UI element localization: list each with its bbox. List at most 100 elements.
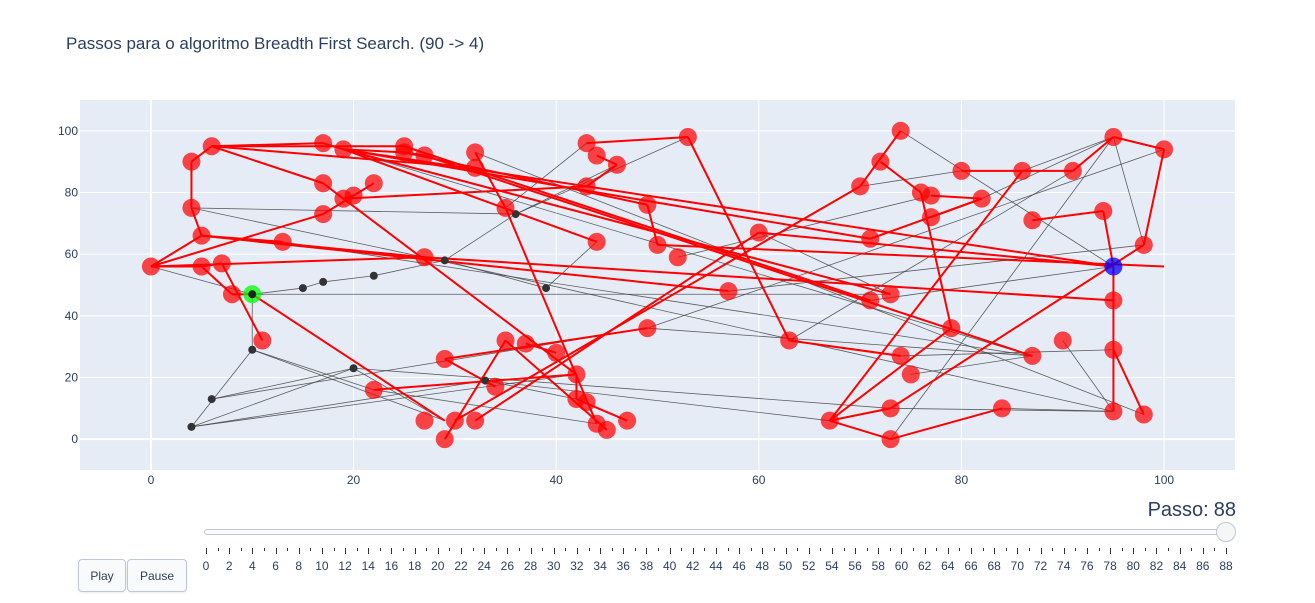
unvisited-node: [481, 376, 490, 385]
slider-tick-mark: [878, 548, 880, 554]
slider-tick-mark: [368, 548, 370, 554]
graph-edge: [424, 256, 1114, 412]
slider-tick-mark: [785, 548, 787, 554]
visited-node: [861, 229, 880, 248]
graph-edge: [647, 327, 1033, 357]
visited-node: [1023, 346, 1042, 365]
visited-node: [587, 232, 606, 251]
visited-node: [466, 143, 485, 162]
step-slider-rail[interactable]: [204, 529, 1226, 535]
slider-tick-mark: [356, 548, 358, 551]
visited-node: [607, 155, 626, 174]
slider-tick-mark: [518, 548, 520, 551]
slider-tick-label: 48: [755, 559, 770, 573]
graph-edge: [373, 259, 445, 277]
traversed-edge: [829, 407, 891, 422]
visited-node: [192, 257, 211, 276]
graph-edge: [211, 367, 354, 400]
slider-tick-label: 74: [1057, 559, 1071, 573]
slider-tick-label: 8: [295, 559, 303, 573]
visited-node: [1104, 340, 1123, 359]
traversed-edge: [758, 231, 1114, 268]
slider-tick-mark: [530, 548, 532, 554]
slider-tick-label: 60: [894, 559, 909, 573]
slider-tick-mark: [472, 548, 474, 551]
slider-tick-label: 52: [802, 559, 816, 573]
visited-node: [1104, 402, 1123, 421]
slider-tick-mark: [1063, 548, 1065, 554]
pause-button[interactable]: Pause: [127, 559, 187, 592]
graph-edge: [900, 349, 1114, 357]
visited-node: [182, 198, 201, 217]
slider-tick-mark: [843, 548, 845, 551]
slider-tick-label: 30: [547, 559, 561, 573]
visited-node: [942, 319, 961, 338]
slider-tick-mark: [229, 548, 231, 554]
slider-tick-label: 22: [454, 559, 468, 573]
slider-tick-mark: [1226, 548, 1227, 554]
slider-tick-label: 38: [639, 559, 654, 573]
visited-node: [496, 198, 515, 217]
visited-node: [881, 430, 900, 449]
slider-tick-label: 34: [593, 559, 607, 573]
traversed-edge: [251, 293, 446, 422]
slider-tick-label: 54: [825, 559, 839, 573]
visited-node: [516, 334, 535, 353]
plot-area: [80, 100, 1235, 470]
play-button[interactable]: Play: [78, 559, 126, 592]
slider-tick-mark: [600, 548, 602, 554]
graph-edge: [890, 136, 1114, 440]
visited-node: [364, 380, 383, 399]
slider-tick-mark: [994, 548, 996, 554]
traversed-edge: [220, 262, 264, 341]
slider-tick-mark: [646, 548, 648, 554]
slider-tick-mark: [623, 548, 625, 554]
visited-node: [466, 158, 485, 177]
visited-node: [638, 195, 657, 214]
slider-tick-label: 72: [1033, 559, 1048, 573]
slider-tick-mark: [240, 548, 242, 551]
traversed-edge: [424, 256, 1114, 302]
visited-node: [871, 152, 890, 171]
graph-edge: [1001, 407, 1114, 412]
slider-tick-label: 20: [431, 559, 445, 573]
visited-node: [314, 205, 333, 224]
visited-node: [587, 146, 606, 165]
slider-tick-label: 10: [315, 559, 329, 573]
slider-tick-mark: [924, 548, 926, 554]
slider-tick-mark: [1121, 548, 1123, 551]
traversed-edge: [211, 142, 324, 148]
traversed-edge: [150, 234, 203, 268]
slider-tick-label: 82: [1149, 559, 1164, 573]
slider-tick-label: 4: [249, 559, 256, 573]
visited-node: [618, 411, 637, 430]
visited-node: [1013, 161, 1032, 180]
traversed-edge: [889, 244, 1145, 410]
step-slider-handle[interactable]: [1216, 522, 1236, 542]
visited-node: [668, 248, 687, 267]
slider-tick-mark: [507, 548, 509, 554]
traversed-edge: [686, 136, 791, 341]
graph-edge: [444, 213, 516, 261]
visited-node: [972, 189, 991, 208]
graph-edge: [485, 380, 830, 422]
slider-tick-label: 70: [1010, 559, 1025, 573]
traversed-edge: [890, 407, 1003, 441]
visited-node: [1063, 161, 1082, 180]
slider-tick-mark: [658, 548, 660, 551]
traversed-edge: [454, 185, 861, 422]
visited-node: [577, 393, 596, 412]
visited-node: [212, 254, 231, 273]
unvisited-node: [187, 422, 196, 431]
slider-tick-mark: [252, 548, 254, 554]
slider-tick-mark: [484, 548, 486, 554]
graph-edge: [353, 367, 445, 422]
graph-edge: [910, 355, 1033, 375]
slider-tick-mark: [739, 548, 741, 554]
x-tick-label: 100: [1154, 473, 1174, 487]
visited-node: [415, 146, 434, 165]
x-tick-label: 40: [550, 473, 564, 487]
visited-node: [192, 226, 211, 245]
special-nodes: [243, 257, 1123, 304]
visited-node: [1104, 128, 1123, 146]
